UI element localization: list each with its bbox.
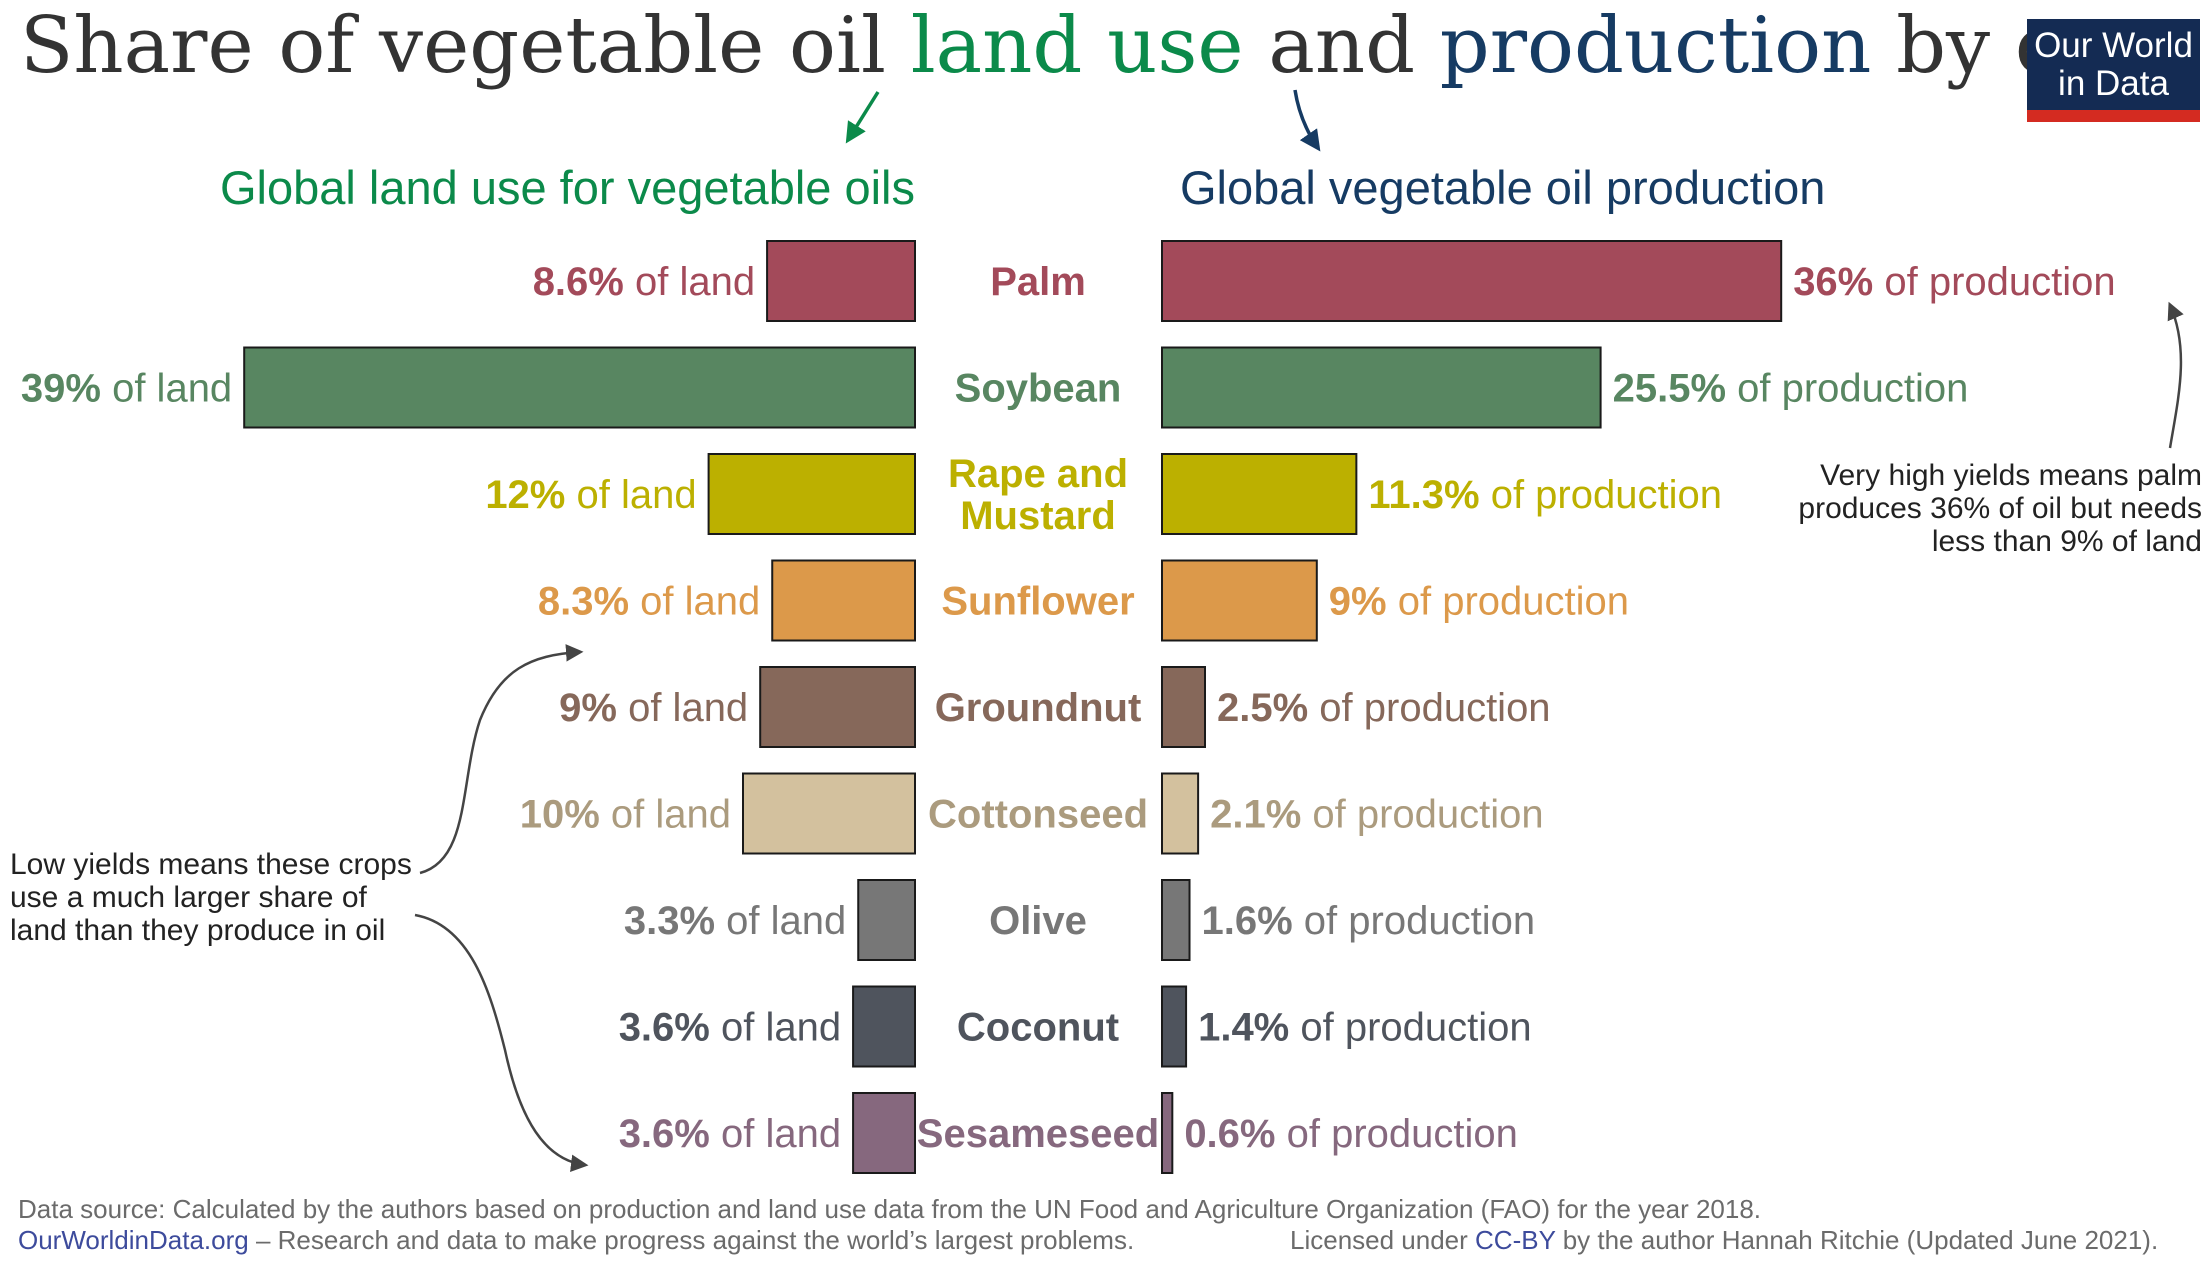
annotation-right-line-1: Very high yields means palm [1820, 459, 2202, 492]
production-label-cottonseed: 2.1% of production [1210, 793, 1544, 837]
production-bar-sunflower [1161, 559, 1318, 642]
category-label-rape-and-mustard: Rape and Mustard [948, 452, 1128, 538]
annotation-right-line-3: less than 9% of land [1931, 525, 2202, 558]
land-label-cottonseed: 10% of land [520, 793, 731, 837]
land-bar-groundnut [759, 666, 917, 748]
production-bar-rape-and-mustard [1161, 453, 1358, 535]
annotation-left-line-2: use a much larger share of [10, 881, 367, 914]
license-note: Licensed under CC-BY by the author Hanna… [1290, 1224, 2158, 1256]
owid-logo[interactable]: Our World in Data [2027, 19, 2200, 122]
license-prefix: Licensed under [1290, 1225, 1476, 1255]
logo-line-2: in Data [2058, 63, 2169, 103]
land-label-groundnut: 9% of land [559, 686, 748, 730]
production-bar-groundnut [1161, 666, 1206, 748]
land-bar-sunflower [771, 559, 916, 642]
title-part-1: Share of vegetable oil [20, 1, 911, 91]
production-bar-palm [1161, 240, 1783, 322]
land-label-olive: 3.3% of land [624, 899, 846, 943]
category-label-sesameseed: Sesameseed [917, 1112, 1159, 1156]
land-bar-soybean [243, 346, 916, 429]
land-bar-coconut [852, 985, 917, 1068]
land-bar-sesameseed [852, 1092, 917, 1174]
subheading-production: Global vegetable oil production [1180, 161, 1826, 214]
land-label-palm: 8.6% of land [533, 260, 755, 304]
palm-yield-annotation: Very high yields means palm produces 36%… [1740, 459, 2202, 558]
annotation-left-line-1: Low yields means these crops [10, 848, 412, 881]
logo-line-1: Our World [2034, 25, 2193, 65]
production-label-soybean: 25.5% of production [1613, 367, 1969, 411]
subheading-land-use: Global land use for vegetable oils [220, 161, 915, 214]
land-use-arrow-icon [845, 91, 880, 144]
data-source-note: Data source: Calculated by the authors b… [18, 1194, 1762, 1224]
low-yield-annotation: Low yields means these crops use a much … [10, 848, 412, 947]
category-label-coconut: Coconut [957, 1006, 1119, 1050]
title-part-2: and [1243, 1, 1440, 91]
category-label-sunflower: Sunflower [941, 580, 1134, 624]
land-label-soybean: 39% of land [21, 367, 232, 411]
land-bar-cottonseed [742, 772, 916, 855]
palm-annotation-arrow-icon [2167, 301, 2184, 449]
low-yield-arrow-up-icon [419, 644, 584, 875]
category-label-groundnut: Groundnut [935, 686, 1142, 730]
production-label-palm: 36% of production [1793, 260, 2115, 304]
cc-by-link[interactable]: CC-BY [1475, 1225, 1556, 1255]
production-label-coconut: 1.4% of production [1198, 1006, 1532, 1050]
production-label-sunflower: 9% of production [1329, 580, 1629, 624]
category-label-palm: Palm [990, 260, 1086, 304]
production-label-sesameseed: 0.6% of production [1184, 1112, 1518, 1156]
production-label-groundnut: 2.5% of production [1217, 686, 1551, 730]
land-bar-palm [766, 240, 917, 322]
land-bar-olive [857, 879, 916, 961]
tagline-text: – Research and data to make progress aga… [248, 1225, 1135, 1255]
production-bar-soybean [1161, 346, 1602, 429]
production-label-olive: 1.6% of production [1202, 899, 1536, 943]
land-label-coconut: 3.6% of land [619, 1006, 841, 1050]
production-bar-olive [1161, 879, 1191, 961]
owid-site-link[interactable]: OurWorldinData.org [18, 1225, 249, 1255]
land-label-rape-and-mustard: 12% of land [485, 473, 696, 517]
license-suffix: by the author Hannah Ritchie (Updated Ju… [1555, 1225, 2159, 1255]
title-highlight-production: production [1439, 1, 1872, 91]
footer-tagline: OurWorldinData.org – Research and data t… [18, 1224, 1134, 1256]
land-label-sesameseed: 3.6% of land [619, 1112, 841, 1156]
category-label-olive: Olive [989, 899, 1087, 943]
title-highlight-land-use: land use [910, 1, 1244, 91]
low-yield-arrow-down-icon [414, 913, 589, 1172]
production-bar-coconut [1161, 985, 1188, 1068]
category-label-cottonseed: Cottonseed [928, 793, 1148, 837]
land-label-sunflower: 8.3% of land [538, 580, 760, 624]
annotation-left-line-3: land than they produce in oil [10, 914, 386, 947]
production-bar-sesameseed [1161, 1092, 1174, 1174]
annotation-right-line-2: produces 36% of oil but needs [1798, 492, 2202, 525]
production-bar-cottonseed [1161, 772, 1200, 855]
land-bar-rape-and-mustard [707, 453, 916, 535]
production-arrow-icon [1293, 89, 1321, 152]
category-label-soybean: Soybean [955, 367, 1122, 411]
production-label-rape-and-mustard: 11.3% of production [1368, 473, 1722, 517]
